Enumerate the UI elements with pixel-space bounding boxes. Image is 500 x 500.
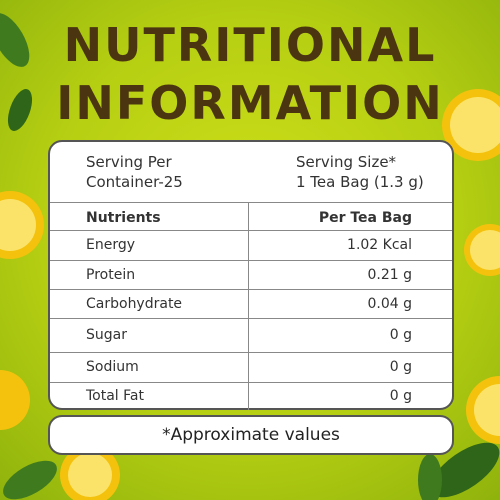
nutrient-value: 0 g bbox=[389, 327, 412, 343]
nutrient-name: Carbohydrate bbox=[86, 295, 183, 312]
row-divider bbox=[50, 202, 452, 203]
row-divider bbox=[50, 289, 452, 290]
nutrient-value: 1.02 Kcal bbox=[347, 237, 412, 253]
row-divider bbox=[50, 382, 452, 383]
serving-right: 1 Tea Bag (1.3 g) bbox=[296, 173, 424, 191]
serving-left: Serving Per bbox=[86, 153, 172, 171]
nutrient-name: Protein bbox=[86, 266, 136, 283]
column-header: Per Tea Bag bbox=[318, 210, 412, 226]
serving-right: Serving Size* bbox=[296, 153, 397, 171]
nutrient-value: 0.21 g bbox=[367, 266, 412, 283]
row-divider bbox=[50, 230, 452, 231]
row-divider bbox=[50, 260, 452, 261]
nutrient-value: 0 g bbox=[389, 388, 412, 404]
nutrient-name: Total Fat bbox=[86, 388, 144, 404]
footnote-box: *Approximate values bbox=[48, 415, 454, 455]
row-divider bbox=[50, 318, 452, 319]
nutrient-name: Energy bbox=[86, 237, 136, 253]
title-line: NUTRITIONAL bbox=[63, 18, 437, 72]
nutrient-value: 0 g bbox=[389, 359, 412, 375]
nutrient-value: 0.04 g bbox=[367, 295, 412, 312]
title-line: INFORMATION bbox=[56, 76, 444, 130]
serving-left: Container-25 bbox=[86, 173, 183, 191]
nutrient-name: Sugar bbox=[86, 327, 127, 343]
column-divider bbox=[248, 202, 249, 410]
column-header: Nutrients bbox=[86, 210, 161, 226]
footnote: *Approximate values bbox=[162, 425, 340, 445]
nutrient-name: Sodium bbox=[86, 359, 139, 375]
nutrition-table: Serving Per Container-25 Serving Size* 1… bbox=[48, 140, 454, 410]
row-divider bbox=[50, 352, 452, 353]
